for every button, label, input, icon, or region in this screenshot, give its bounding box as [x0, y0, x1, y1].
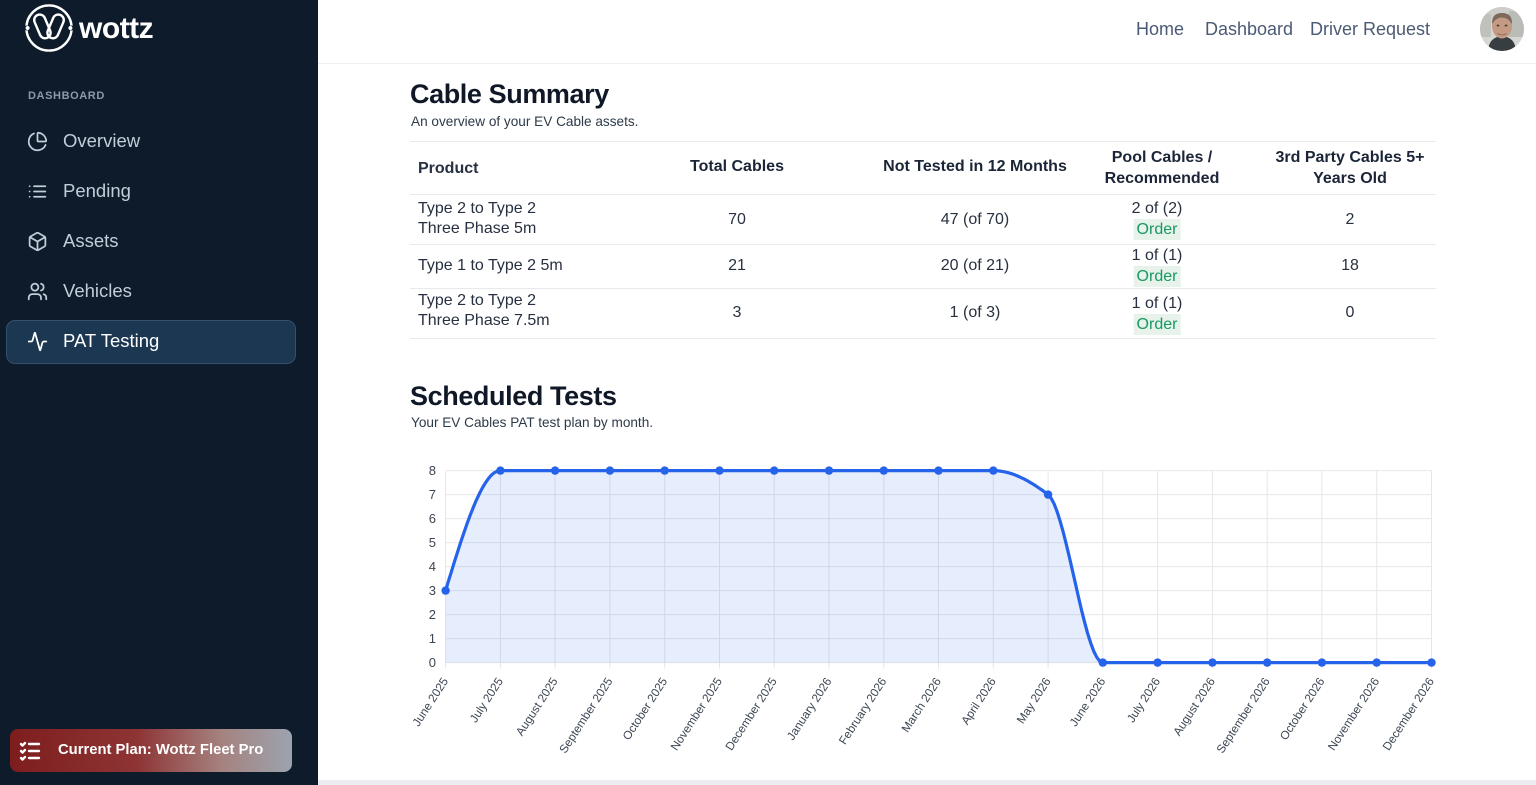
svg-text:June 2026: June 2026	[1067, 675, 1109, 729]
svg-text:September 2025: September 2025	[556, 675, 615, 756]
svg-text:May 2026: May 2026	[1014, 675, 1054, 726]
svg-text:July 2025: July 2025	[467, 675, 506, 725]
svg-text:September 2026: September 2026	[1213, 675, 1272, 756]
svg-text:November 2025: November 2025	[668, 675, 726, 753]
svg-text:7: 7	[429, 487, 436, 502]
svg-text:August 2025: August 2025	[513, 675, 561, 739]
svg-text:5: 5	[429, 535, 436, 550]
svg-text:March 2026: March 2026	[898, 675, 944, 735]
svg-text:6: 6	[429, 511, 436, 526]
svg-text:2: 2	[429, 607, 436, 622]
svg-text:4: 4	[429, 559, 436, 574]
svg-text:July 2026: July 2026	[1124, 675, 1163, 725]
svg-text:October 2025: October 2025	[620, 675, 671, 743]
svg-text:February 2026: February 2026	[836, 675, 890, 747]
svg-text:3: 3	[429, 583, 436, 598]
svg-text:December 2025: December 2025	[722, 675, 780, 753]
svg-text:1: 1	[429, 631, 436, 646]
svg-text:December 2026: December 2026	[1380, 675, 1438, 753]
svg-text:0: 0	[429, 655, 436, 670]
svg-text:April 2026: April 2026	[958, 675, 999, 728]
svg-text:January 2026: January 2026	[784, 675, 835, 743]
svg-text:June 2025: June 2025	[409, 675, 451, 729]
svg-text:November 2026: November 2026	[1325, 675, 1383, 753]
svg-text:August 2026: August 2026	[1170, 675, 1218, 739]
svg-text:8: 8	[429, 463, 436, 478]
svg-text:October 2026: October 2026	[1277, 675, 1328, 743]
